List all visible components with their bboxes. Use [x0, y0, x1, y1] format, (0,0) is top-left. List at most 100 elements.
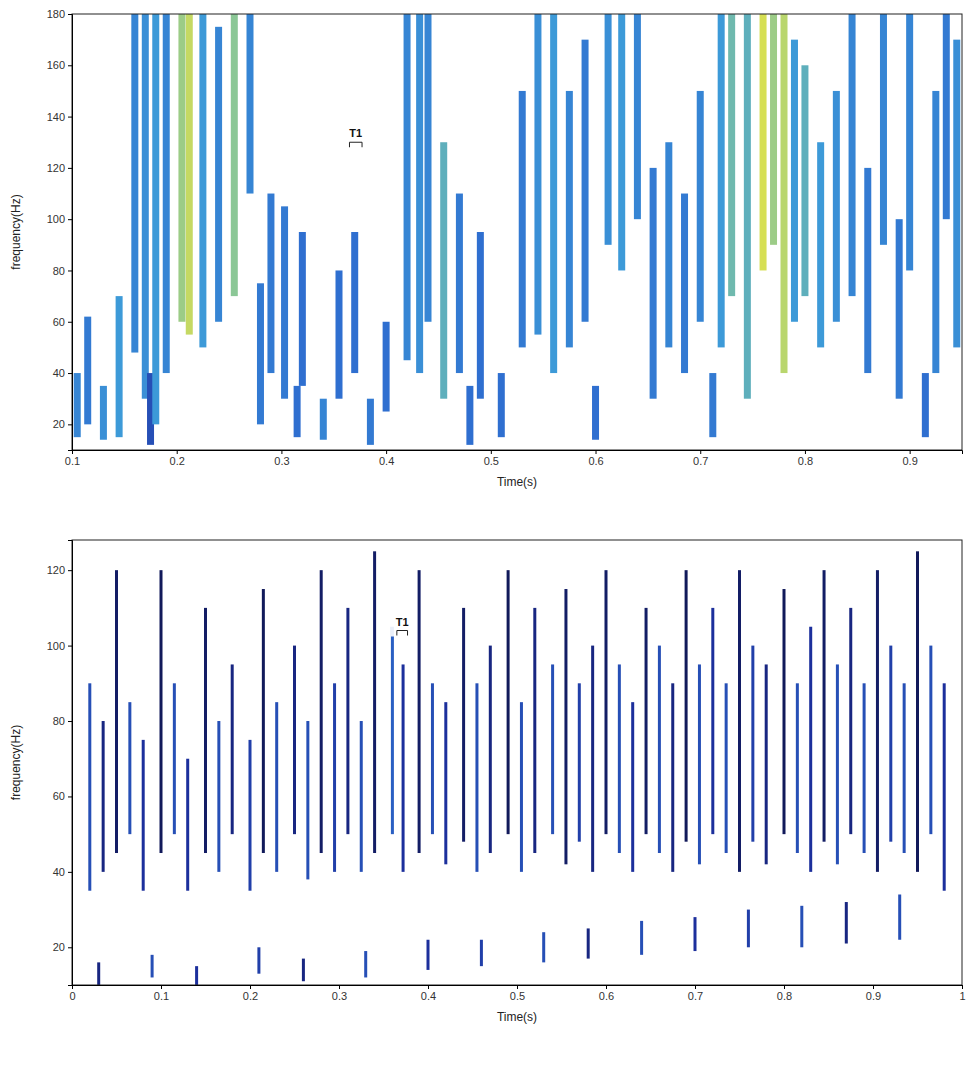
y-tick: 20	[53, 941, 72, 953]
spectral-streak	[916, 551, 919, 872]
x-tick-label: 0.8	[798, 455, 813, 467]
y-tick: 180	[47, 8, 72, 20]
x-axis-line	[73, 986, 963, 990]
spectral-streak	[551, 664, 554, 834]
x-tick-label: 0.9	[866, 990, 881, 1002]
spectral-streak	[783, 589, 786, 834]
annotation-label: T1	[396, 616, 409, 628]
y-tick-label: 120	[47, 564, 65, 576]
y-tick-mark	[68, 168, 72, 169]
y-tick-label: 100	[47, 213, 65, 225]
x-tick-label: 0.1	[154, 990, 169, 1002]
y-tick-label: 20	[53, 418, 65, 430]
x-tick: 0.4	[421, 985, 436, 1002]
spectral-streak	[231, 664, 234, 834]
spectral-streak	[533, 608, 536, 853]
spectral-streak	[943, 14, 950, 219]
x-tick-label: 0.5	[484, 455, 499, 467]
spectral-streak	[898, 894, 901, 939]
x-tick-mark	[962, 985, 963, 989]
spectral-streak	[480, 940, 483, 966]
y-tick-mark	[68, 322, 72, 323]
panel: 00.10.20.30.40.50.60.70.80.9120406080100…	[9, 540, 966, 1024]
spectral-streak	[645, 608, 648, 834]
spectral-streak	[173, 683, 176, 834]
y-axis-line	[68, 15, 73, 451]
x-tick-mark	[281, 450, 282, 454]
y-tick-label: 100	[47, 640, 65, 652]
x-tick-mark	[700, 450, 701, 454]
spectral-streak	[466, 386, 473, 445]
x-tick-mark	[805, 450, 806, 454]
spectral-streak	[770, 14, 777, 245]
spectral-streak	[889, 646, 892, 842]
spectral-streak	[534, 14, 541, 335]
x-tick-label: 0.1	[65, 455, 80, 467]
x-tick-mark	[606, 985, 607, 989]
spectral-streak	[351, 232, 358, 373]
y-tick: 80	[53, 264, 72, 276]
spectral-streak	[685, 570, 688, 842]
spectral-streak	[391, 627, 394, 834]
spectral-streak	[444, 702, 447, 864]
spectral-streak	[605, 14, 612, 245]
spectral-streak	[163, 14, 170, 373]
spectral-streak	[383, 322, 390, 412]
spectral-streak	[257, 947, 260, 973]
x-tick-mark	[695, 985, 696, 989]
spectral-streak	[711, 608, 714, 834]
spectral-streak	[431, 683, 434, 834]
y-tick-mark	[68, 270, 72, 271]
spectral-streak	[801, 65, 808, 296]
spectral-streak	[718, 14, 725, 347]
plot-area	[88, 551, 945, 985]
y-tick-mark	[68, 570, 72, 571]
spectral-streak	[320, 570, 323, 853]
spectral-streak	[142, 740, 145, 891]
x-tick: 0.7	[693, 450, 708, 467]
spectral-streak	[199, 14, 206, 347]
spectral-streak	[765, 664, 768, 864]
spectral-streak	[299, 232, 306, 386]
y-tick-mark	[68, 796, 72, 797]
spectral-streak	[418, 570, 421, 853]
spectral-streak	[864, 168, 871, 373]
x-tick-mark	[873, 985, 874, 989]
spectral-streak	[582, 40, 589, 322]
x-tick-label: 0.9	[902, 455, 917, 467]
spectral-streak	[195, 966, 198, 985]
y-tick-mark	[68, 373, 72, 374]
y-axis: 20406080100120140160180	[47, 8, 73, 450]
x-tick-mark	[161, 985, 162, 989]
x-tick: 1	[959, 985, 965, 1002]
spectral-streak	[306, 721, 309, 879]
x-tick: 0	[69, 985, 75, 1002]
spectral-streak	[817, 142, 824, 347]
spectral-streak	[592, 386, 599, 440]
spectral-streak	[215, 27, 222, 322]
x-tick-label: 0.7	[688, 990, 703, 1002]
x-tick: 0.3	[274, 450, 289, 467]
y-tick-mark	[68, 947, 72, 948]
y-tick-label: 160	[47, 59, 65, 71]
plot-frame	[72, 14, 962, 450]
y-tick: 140	[47, 111, 72, 123]
x-tick-mark	[784, 985, 785, 989]
spectral-streak	[507, 570, 510, 834]
spectral-streak	[587, 928, 590, 958]
spectral-streak	[953, 40, 960, 348]
spectral-streak	[498, 373, 505, 437]
x-tick-label: 0.2	[243, 990, 258, 1002]
spectral-streak	[849, 608, 852, 834]
spectral-streak	[231, 14, 238, 296]
spectral-streak	[671, 683, 674, 872]
spectral-streak	[836, 664, 839, 864]
spectral-streak	[929, 646, 932, 835]
spectral-streak	[863, 683, 866, 853]
spectral-streak	[943, 683, 946, 890]
x-tick: 0.2	[170, 450, 185, 467]
spectral-streak	[665, 142, 672, 347]
spectral-streak	[267, 194, 274, 374]
x-tick: 0.6	[599, 985, 614, 1002]
spectral-streak	[550, 14, 557, 373]
